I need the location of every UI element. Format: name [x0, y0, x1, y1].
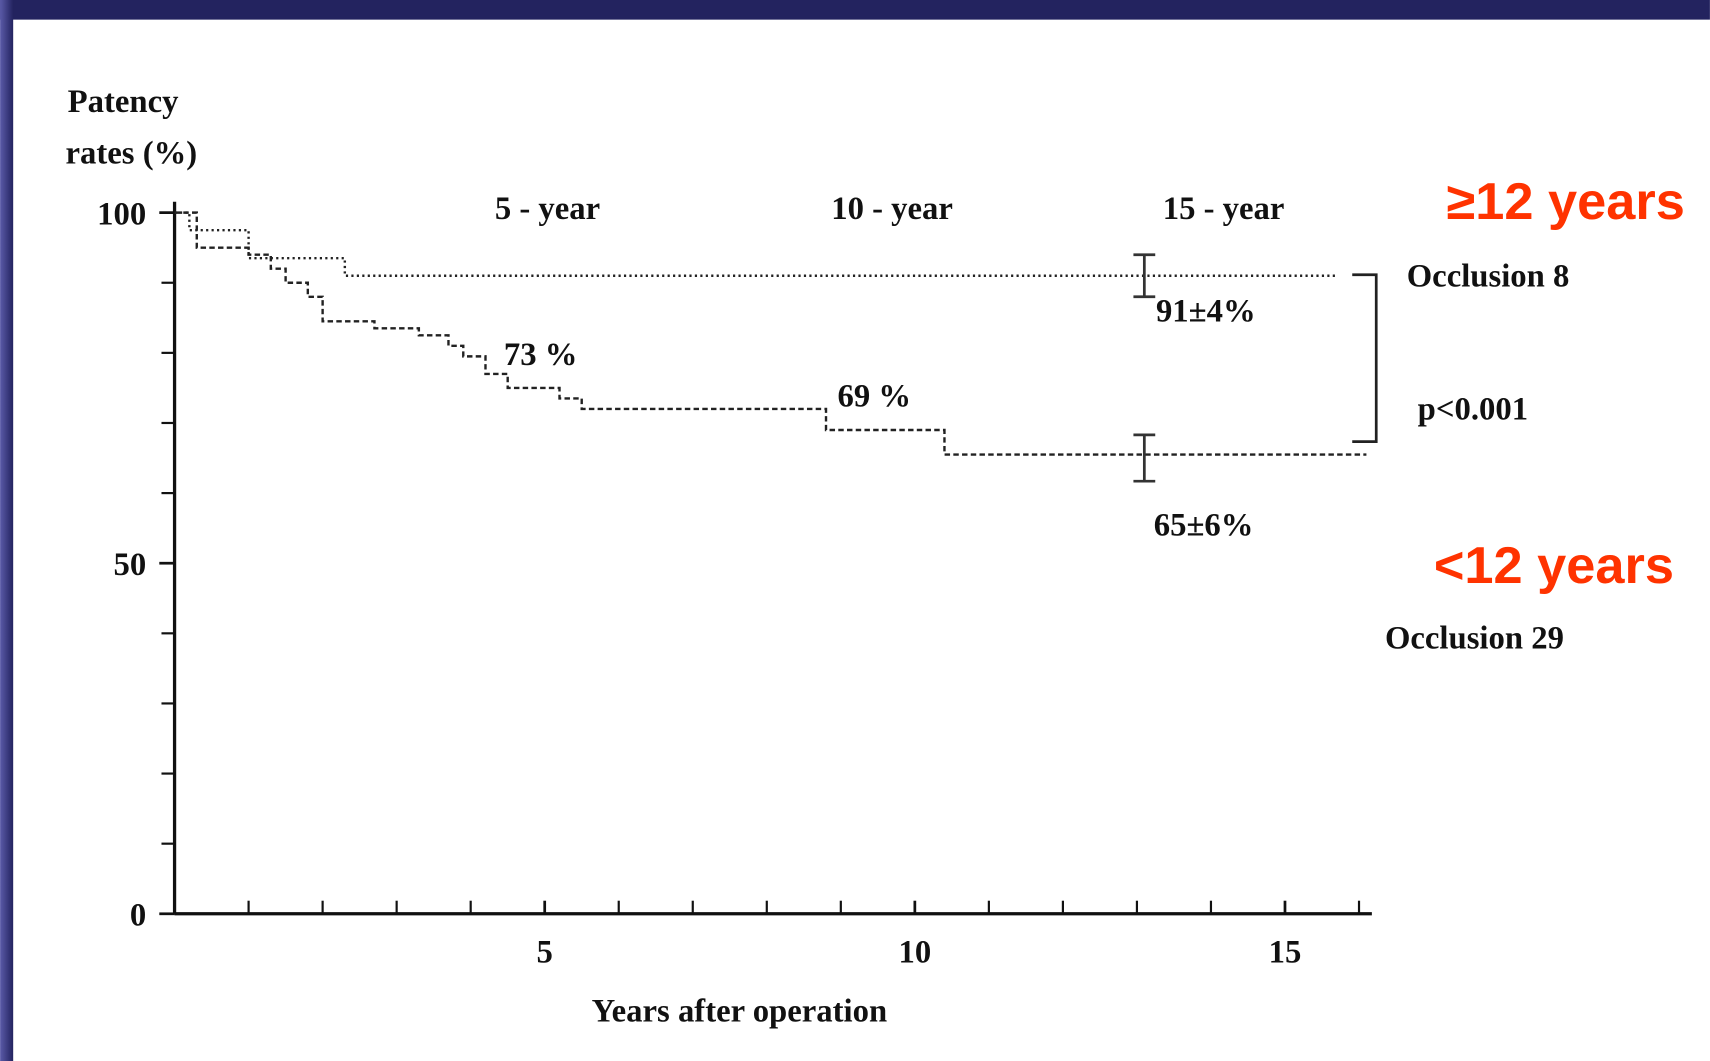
- annotation: 5 - year: [495, 191, 600, 227]
- annotation: 91±4%: [1156, 294, 1256, 330]
- x-tick-label: 15: [1269, 935, 1302, 971]
- top-bar: [0, 0, 1710, 20]
- annotation: 73 %: [504, 337, 578, 373]
- error-bar: [1133, 433, 1156, 483]
- left-bar: [0, 0, 14, 1061]
- legend-label: ≥12 years: [1447, 173, 1685, 231]
- x-label: Years after operation: [592, 994, 887, 1030]
- annotation: 69 %: [838, 379, 912, 415]
- survival-line: [174, 211, 1337, 277]
- x-tick-label: 10: [898, 935, 931, 971]
- y-tick-label: 50: [114, 547, 147, 583]
- y-label: Patency: [68, 84, 179, 120]
- legend-note: Occlusion 8: [1407, 259, 1570, 295]
- annotation: 15 - year: [1163, 191, 1285, 227]
- bracket: [1352, 273, 1378, 443]
- y-label: rates (%): [66, 135, 198, 171]
- annotation: 10 - year: [831, 191, 953, 227]
- legend-label: <12 years: [1434, 537, 1674, 595]
- legend-note: Occlusion 29: [1385, 621, 1564, 657]
- annotation: 65±6%: [1154, 507, 1254, 543]
- y-tick-label: 100: [97, 196, 146, 232]
- y-tick-label: 0: [130, 898, 146, 934]
- annotation: p<0.001: [1418, 392, 1528, 428]
- error-bar: [1133, 253, 1156, 299]
- x-tick-label: 5: [537, 935, 553, 971]
- survival-line: [174, 211, 1367, 456]
